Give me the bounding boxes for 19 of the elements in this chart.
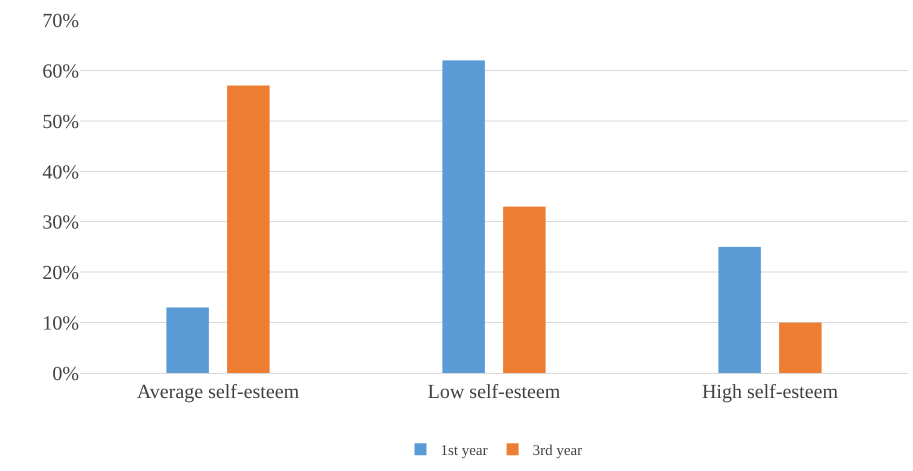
bar	[227, 86, 270, 373]
y-tick-label: 70%	[42, 10, 79, 32]
x-tick-label: Average self-esteem	[136, 381, 300, 403]
bar	[718, 246, 761, 373]
bar	[779, 322, 822, 373]
bar	[503, 206, 546, 373]
bar	[442, 60, 485, 373]
y-tick-label: 30%	[42, 212, 79, 234]
y-tick-label: 10%	[42, 312, 79, 335]
y-tick-label: 0%	[52, 363, 79, 385]
bar	[166, 307, 209, 373]
y-tick-label: 60%	[42, 60, 79, 82]
y-tick-label: 50%	[42, 110, 79, 133]
legend-label: 1st year	[440, 443, 488, 460]
x-tick-label: High self-esteem	[702, 381, 838, 403]
y-tick-label: 40%	[42, 161, 79, 184]
y-tick-label: 20%	[42, 262, 79, 284]
legend-label: 3rd year	[532, 443, 582, 460]
x-tick-label: Low self-esteem	[428, 381, 561, 403]
